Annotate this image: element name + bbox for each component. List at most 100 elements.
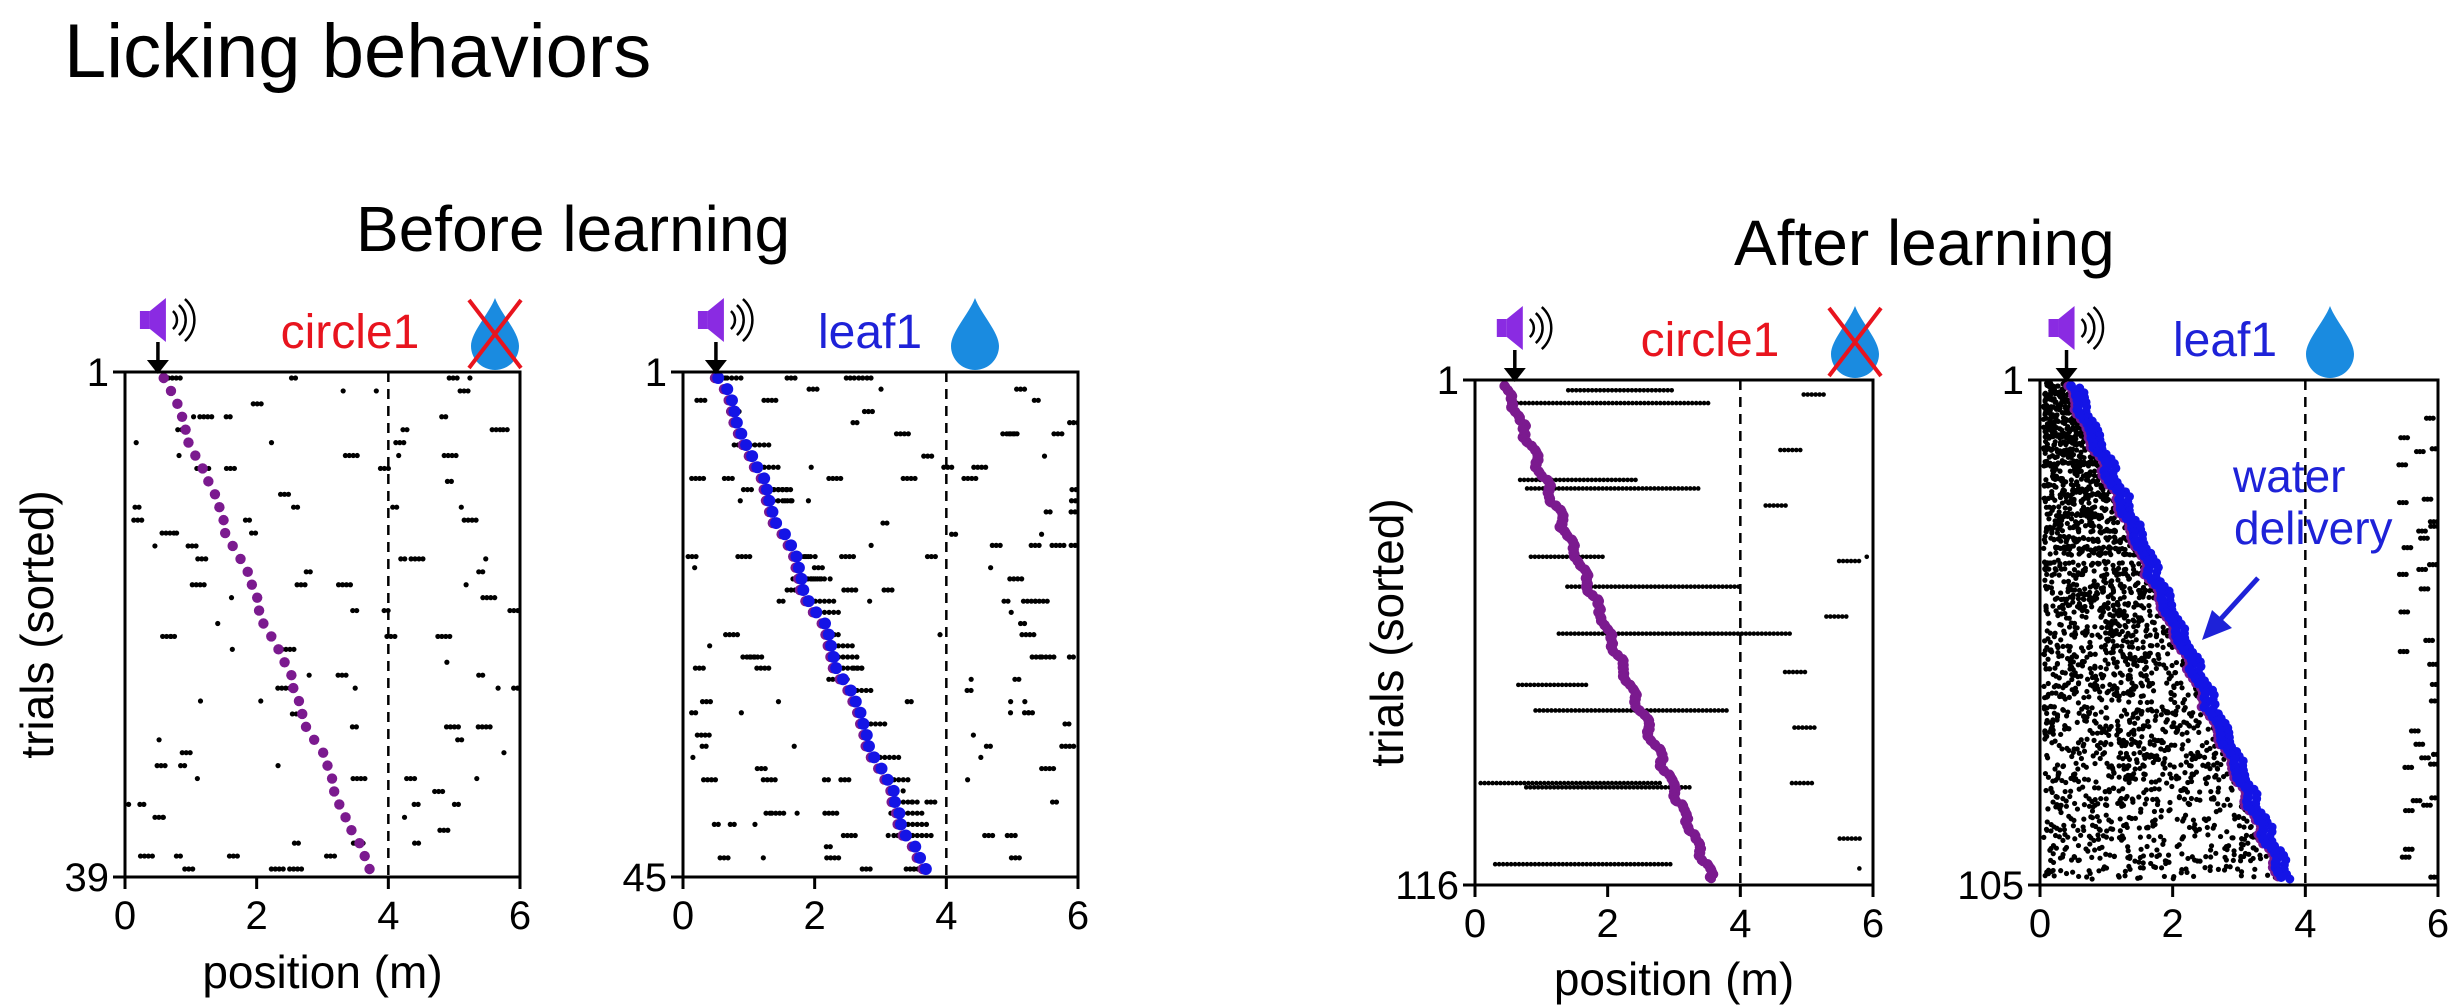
lick-dot [2064,537,2070,543]
lick-dot [867,598,873,604]
lick-dot [2110,589,2117,595]
lick-dot [2061,439,2067,445]
water-delivery-dot [860,729,873,742]
lick-dot [2112,631,2118,637]
lick-dot [1824,614,1829,619]
lick-dot [2048,463,2054,469]
lick-dot [711,821,717,827]
lick-dot [167,530,173,536]
lick-dot [2149,643,2155,649]
lick-dot [993,542,999,548]
lick-dot [1802,669,1808,675]
lick-dot [2091,737,2097,743]
plot-frame [123,370,522,879]
lick-dots [685,375,1078,872]
lick-dot [2144,843,2150,850]
lick-dot [2201,754,2208,760]
lick-dot [2132,858,2138,864]
lick-dot [2251,874,2257,880]
lick-dot [2231,848,2237,854]
lick-dot [928,799,934,805]
lick-dot [1679,486,1685,491]
lick-dot [780,486,786,493]
lick-dot [1518,400,1524,406]
y-tick-label: 1 [87,351,109,395]
lick-dot [2185,738,2191,744]
lick-dot [193,543,199,549]
lick-dot [291,866,297,872]
lick-dot [177,853,183,859]
lick-dot [897,431,904,437]
lick-dot [2166,808,2172,814]
lick-dot [761,397,767,403]
lick-dot [339,672,345,678]
lick-dot [752,821,758,827]
lick-dot [827,844,833,850]
lick-dot [2078,454,2084,460]
lick-dot [1492,861,1498,867]
water-delivery-dot [712,372,725,384]
lick-dot [2041,545,2047,552]
lick-dot [2178,680,2184,686]
lick-dot [2238,873,2244,879]
lick-dot [1759,631,1765,636]
lick-dot [2126,575,2133,582]
lick-dot [770,464,777,470]
lick-dot [1644,631,1649,636]
lick-dot [1556,554,1562,560]
lick-dot [2091,718,2098,724]
lick-dot [2107,682,2113,688]
lick-dot [1552,554,1558,560]
lick-dot [1648,486,1653,491]
lick-dot [1525,477,1531,483]
lick-dot [2204,739,2210,746]
lick-dot [2140,776,2147,782]
lick-dot [2154,847,2160,853]
lick-dot [1616,584,1622,589]
lick-dot [1624,708,1630,713]
lick-dot [2078,755,2085,762]
lick-dot [1569,584,1574,589]
lick-dot [1656,708,1662,713]
lick-dot [2108,579,2114,585]
lick-dot [1783,503,1788,508]
lick-dot [2070,452,2077,458]
lick-dot [1585,387,1591,393]
lick-dot [2103,666,2109,672]
lick-dot [2101,742,2108,748]
lick-dot [1534,780,1539,786]
lick-dot [1844,558,1850,564]
lick-dot [1033,654,1039,660]
lick-dot [1645,387,1651,393]
lick-dot [227,414,233,420]
lick-dot [2179,731,2185,737]
lick-dot [2132,720,2138,726]
lick-dot [2092,651,2098,657]
lick-dot [2088,600,2094,606]
water-delivery-dot [822,628,835,641]
lick-dot [903,866,909,872]
lick-dot [2056,683,2062,689]
lick-dot [2061,630,2068,636]
lick-dot [2097,755,2103,762]
lick-dot [1779,503,1784,508]
lick-dot [1564,486,1570,491]
lick-dot [788,587,794,593]
lick-dot [2097,855,2103,861]
lick-dot [1681,400,1687,406]
lick-dot [2093,537,2099,544]
lick-dot [1586,400,1591,406]
reward-onset-dot [197,463,208,474]
lick-dot [1697,400,1703,406]
lick-dot [2050,420,2056,427]
lick-dot [1716,584,1721,589]
lick-dot [152,814,158,820]
lick-dot [729,475,735,482]
lick-dot [234,853,240,859]
lick-dot [1660,631,1665,636]
lick-dot [1637,387,1643,393]
lick-dot [2079,486,2085,492]
lick-dot [2060,391,2067,398]
lick-dot [2065,551,2071,557]
